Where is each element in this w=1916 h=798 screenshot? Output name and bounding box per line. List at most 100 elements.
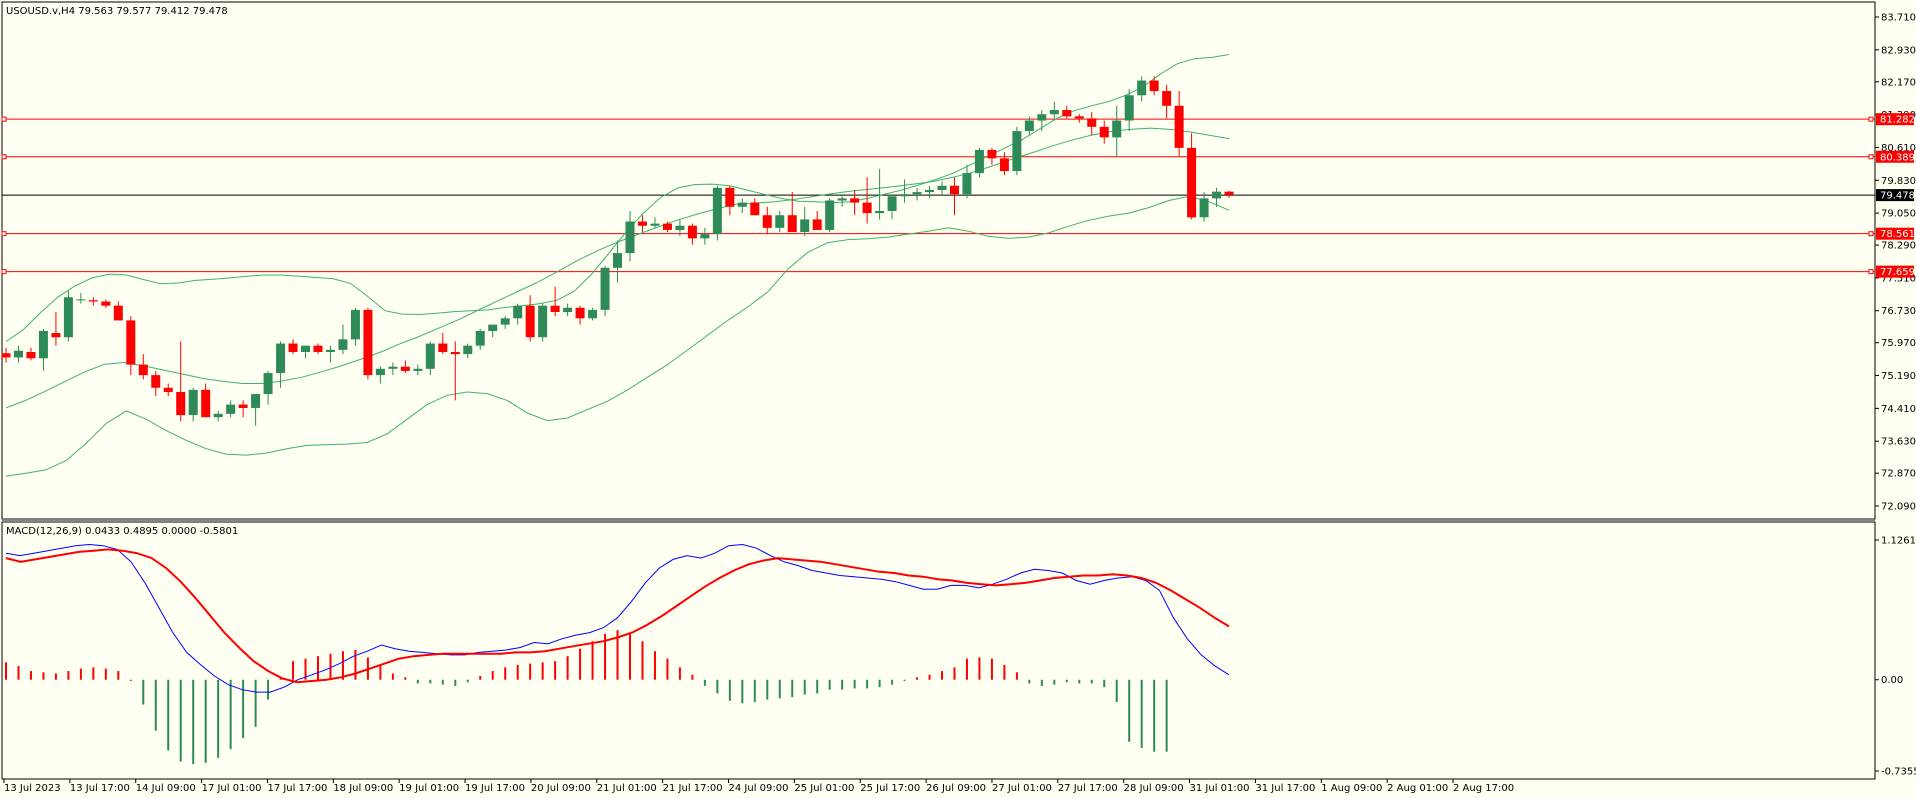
time-tick-label: 31 Jul 01:00	[1190, 783, 1250, 794]
price-tick-label: 80.610	[1881, 143, 1916, 154]
candle-body	[251, 394, 261, 408]
candle-body	[163, 387, 173, 392]
candle-body	[450, 351, 460, 355]
candle-body	[88, 300, 98, 302]
candle-body	[325, 349, 335, 352]
candle-body	[26, 351, 36, 359]
candle-body	[375, 368, 385, 376]
candle-body	[76, 299, 86, 301]
price-tick-label: 75.970	[1881, 338, 1916, 349]
candle-body	[1162, 91, 1172, 106]
candle-body	[13, 350, 23, 358]
level-price-label: 81.282	[1880, 115, 1915, 126]
candle-body	[1212, 191, 1222, 199]
candle-body	[138, 364, 148, 376]
candle-body	[1074, 116, 1084, 119]
candle-body	[887, 196, 897, 212]
time-tick-label: 1 Aug 09:00	[1321, 783, 1382, 794]
price-tick-label: 77.510	[1881, 273, 1916, 284]
candle-body	[63, 297, 73, 338]
candle-body	[575, 307, 585, 319]
price-tick-label: 72.870	[1881, 469, 1916, 480]
time-tick-label: 20 Jul 09:00	[531, 783, 591, 794]
candle-body	[438, 343, 448, 352]
candle-body	[51, 333, 61, 338]
candle-body	[925, 189, 935, 193]
candle-body	[563, 307, 573, 312]
macd-plot	[5, 543, 1230, 765]
candle-body	[201, 389, 211, 418]
level-anchor-right	[1868, 116, 1874, 122]
candle-body	[1049, 110, 1059, 115]
level-price-label: 80.389	[1880, 152, 1915, 163]
candle-body	[700, 234, 710, 239]
time-tick-label: 17 Jul 17:00	[267, 783, 327, 794]
price-tick-label: 82.930	[1881, 45, 1916, 56]
candle-body	[1187, 147, 1197, 218]
candle-body	[488, 324, 498, 331]
candle-body	[600, 267, 610, 310]
level-anchor-right	[1868, 154, 1874, 160]
candle-body	[800, 219, 810, 233]
candle-body	[313, 345, 323, 352]
candle-body	[388, 366, 398, 369]
candle-body	[787, 215, 797, 233]
current-price-label: 79.478	[1880, 191, 1915, 202]
candle-body	[875, 211, 885, 214]
candle-body	[1199, 198, 1209, 218]
current-price-badge	[1876, 189, 1914, 202]
candle-body	[987, 149, 997, 159]
macd-tick-label: 1.1261	[1881, 536, 1916, 547]
candle-body	[962, 173, 972, 195]
time-tick-label: 24 Jul 09:00	[729, 783, 789, 794]
candle-body	[825, 200, 835, 230]
price-tick-label: 79.050	[1881, 209, 1916, 220]
bollinger-lower-band	[5, 195, 1230, 477]
candle-body	[176, 391, 186, 416]
time-tick-label: 19 Jul 01:00	[399, 783, 459, 794]
time-tick-label: 31 Jul 17:00	[1255, 783, 1315, 794]
level-anchor-left	[1, 231, 7, 237]
candle-body	[288, 343, 298, 352]
level-price-badge	[1876, 150, 1914, 163]
time-tick-label: 2 Aug 01:00	[1387, 783, 1448, 794]
candle-body	[1024, 120, 1034, 132]
candle-body	[737, 202, 747, 207]
time-tick-label: 21 Jul 17:00	[663, 783, 723, 794]
time-tick-label: 2 Aug 17:00	[1453, 783, 1514, 794]
candle-body	[1137, 80, 1147, 96]
candle-body	[1174, 105, 1184, 148]
macd-signal-line	[5, 548, 1230, 684]
macd-line	[5, 543, 1230, 693]
candle-body	[613, 253, 623, 268]
candle-body	[1112, 120, 1122, 138]
price-panel-frame	[1, 1, 1876, 520]
candle-body	[949, 185, 959, 195]
time-tick-label: 19 Jul 17:00	[465, 783, 525, 794]
candle-body	[350, 309, 360, 340]
candle-body	[900, 194, 910, 197]
candle-body	[637, 221, 647, 226]
candle-body	[113, 305, 123, 321]
level-price-label: 78.561	[1880, 229, 1915, 240]
candle-body	[937, 185, 947, 190]
candle-body	[1062, 110, 1072, 117]
candle-body	[101, 301, 111, 306]
macd-tick-label: -0.7355	[1881, 767, 1916, 778]
candle-body	[363, 309, 373, 376]
macd-header: MACD(12,26,9) 0.0433 0.4895 0.0000 -0.58…	[6, 526, 238, 537]
candle-body	[1099, 126, 1109, 138]
macd-axis: 1.1261 0.00 -0.7355	[1875, 536, 1916, 778]
candle-body	[1124, 95, 1134, 121]
price-tick-label: 79.830	[1881, 176, 1916, 187]
candle-body	[974, 149, 984, 174]
candle-body	[675, 225, 685, 230]
candle-body	[1087, 118, 1097, 127]
candle-body	[238, 404, 248, 408]
candle-body	[588, 309, 598, 319]
time-tick-label: 25 Jul 17:00	[860, 783, 920, 794]
price-tick-label: 75.190	[1881, 371, 1916, 382]
time-tick-label: 21 Jul 01:00	[597, 783, 657, 794]
macd-tick-label: 0.00	[1881, 675, 1903, 686]
